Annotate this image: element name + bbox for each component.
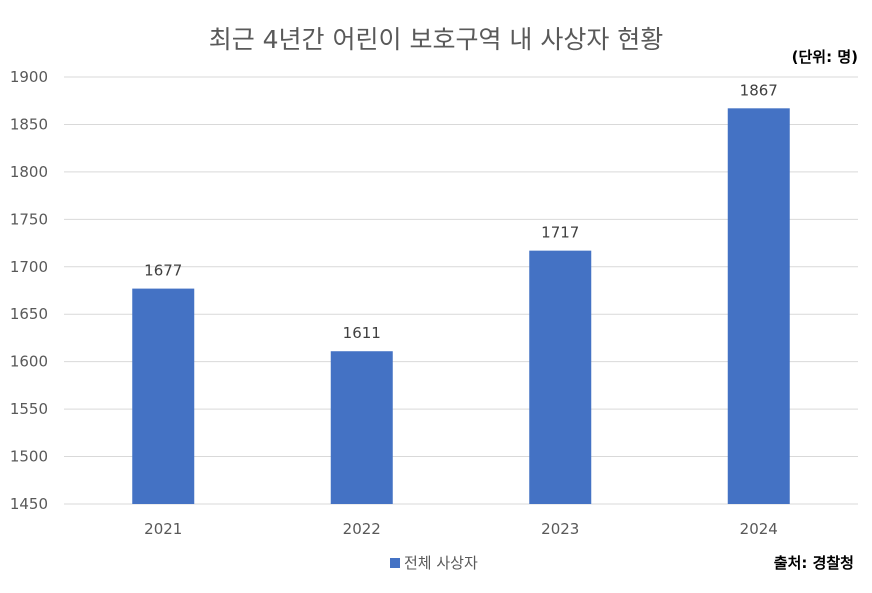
legend: 전체 사상자 bbox=[390, 552, 478, 573]
x-axis-ticks: 2021 2022 2023 2024 bbox=[144, 520, 778, 538]
x-tick-label-2024: 2024 bbox=[740, 520, 778, 538]
data-labels: 1677 1611 1717 1867 bbox=[144, 81, 778, 342]
data-label-2022: 1611 bbox=[343, 324, 381, 342]
bar-2024 bbox=[727, 108, 790, 505]
x-tick-label-2021: 2021 bbox=[144, 520, 182, 538]
unit-note: (단위: 명) bbox=[791, 48, 858, 66]
chart-title: 최근 4년간 어린이 보호구역 내 사상자 현황 bbox=[208, 25, 664, 54]
data-label-2021: 1677 bbox=[144, 262, 182, 280]
source-note: 출처: 경찰청 bbox=[773, 554, 854, 572]
bar-2023 bbox=[529, 250, 592, 504]
x-tick-label-2022: 2022 bbox=[343, 520, 381, 538]
y-tick-label: 1750 bbox=[10, 210, 48, 228]
gridlines bbox=[64, 76, 858, 505]
y-axis-ticks: 1450 1500 1550 1600 1650 1700 1750 1800 1850 1900 bbox=[10, 68, 48, 513]
y-tick-label: 1650 bbox=[10, 305, 48, 323]
y-tick-label: 1600 bbox=[10, 353, 48, 371]
x-tick-label-2023: 2023 bbox=[541, 520, 579, 538]
y-tick-label: 1900 bbox=[10, 68, 48, 86]
bar-2021 bbox=[132, 288, 195, 504]
y-tick-label: 1850 bbox=[10, 115, 48, 133]
legend-swatch bbox=[390, 557, 400, 568]
y-tick-label: 1800 bbox=[10, 163, 48, 181]
y-tick-label: 1700 bbox=[10, 258, 48, 276]
legend-label: 전체 사상자 bbox=[404, 554, 478, 572]
y-tick-label: 1500 bbox=[10, 448, 48, 466]
y-tick-label: 1550 bbox=[10, 400, 48, 418]
bars bbox=[132, 108, 790, 505]
data-label-2024: 1867 bbox=[740, 81, 778, 99]
y-tick-label: 1450 bbox=[10, 495, 48, 513]
data-label-2023: 1717 bbox=[541, 224, 579, 242]
bar-2022 bbox=[330, 351, 393, 504]
